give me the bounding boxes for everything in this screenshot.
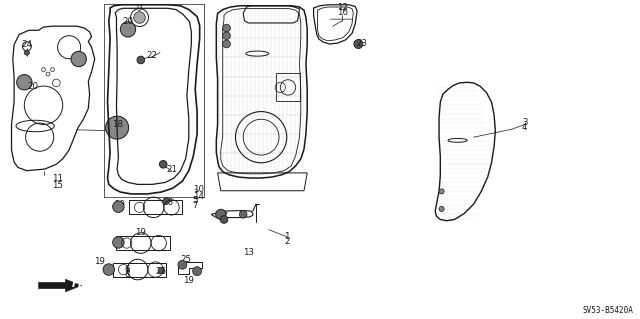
- Text: 19: 19: [136, 228, 146, 237]
- Text: 16: 16: [337, 8, 348, 17]
- Circle shape: [113, 237, 124, 248]
- Text: 10: 10: [193, 185, 204, 194]
- Text: SV53-B5420A: SV53-B5420A: [583, 306, 634, 315]
- Text: 1: 1: [284, 232, 289, 241]
- Text: 19: 19: [114, 200, 124, 209]
- Text: 24: 24: [21, 40, 33, 49]
- Text: 5: 5: [193, 196, 198, 205]
- Circle shape: [239, 211, 247, 218]
- Circle shape: [163, 198, 170, 204]
- Text: 26: 26: [162, 198, 173, 207]
- Circle shape: [223, 40, 230, 48]
- Circle shape: [113, 201, 124, 212]
- Text: 19: 19: [184, 276, 194, 285]
- Text: 25: 25: [180, 256, 191, 264]
- Circle shape: [71, 51, 86, 67]
- Text: 7: 7: [193, 201, 198, 210]
- Text: 3: 3: [522, 118, 527, 127]
- Text: 13: 13: [243, 248, 254, 256]
- Circle shape: [24, 50, 29, 55]
- Circle shape: [439, 206, 444, 211]
- Text: 4: 4: [522, 123, 527, 132]
- Circle shape: [223, 24, 230, 32]
- Circle shape: [178, 260, 187, 269]
- Circle shape: [134, 12, 145, 23]
- Circle shape: [17, 75, 32, 90]
- Text: 15: 15: [52, 181, 63, 189]
- Circle shape: [137, 56, 145, 64]
- Text: FR.: FR.: [72, 279, 91, 289]
- Circle shape: [193, 267, 202, 276]
- Circle shape: [220, 216, 228, 223]
- Text: 11: 11: [52, 174, 63, 183]
- Circle shape: [120, 22, 136, 37]
- Text: 17: 17: [217, 212, 228, 221]
- Polygon shape: [38, 279, 82, 292]
- Circle shape: [223, 32, 230, 40]
- Circle shape: [216, 209, 226, 219]
- Text: 8: 8: [124, 271, 129, 279]
- Text: 14: 14: [193, 192, 204, 201]
- Circle shape: [159, 160, 167, 168]
- Text: 18: 18: [111, 120, 123, 129]
- Text: 19: 19: [94, 257, 104, 266]
- Text: 6: 6: [124, 265, 129, 274]
- Circle shape: [106, 116, 129, 139]
- Text: 21: 21: [166, 165, 177, 174]
- Text: 9: 9: [137, 4, 142, 13]
- Text: 23: 23: [356, 39, 367, 48]
- Circle shape: [354, 40, 363, 48]
- Text: 22: 22: [147, 51, 158, 60]
- Circle shape: [103, 264, 115, 275]
- Text: 20: 20: [28, 82, 39, 91]
- Circle shape: [439, 189, 444, 194]
- Circle shape: [158, 267, 164, 274]
- Text: 20: 20: [122, 17, 134, 26]
- Text: 2: 2: [284, 237, 289, 246]
- Text: 12: 12: [337, 3, 348, 11]
- Text: 26: 26: [156, 267, 167, 276]
